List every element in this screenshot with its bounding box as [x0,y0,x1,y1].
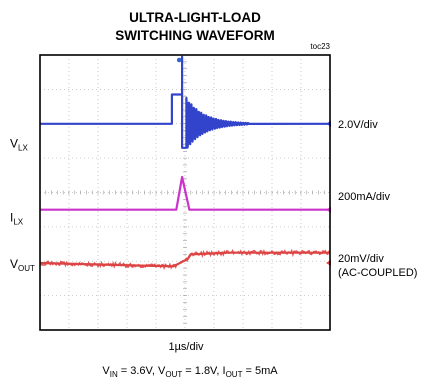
trace-v-lx [40,55,331,149]
channel-label-v-out: VOUT [10,257,35,273]
channel-label-v-lx: VLX [10,137,28,153]
trace-i-lx [40,175,330,211]
trace-v-out-noise [39,248,331,271]
test-conditions: VIN = 3.6V, VOUT = 1.8V, IOUT = 5mA [102,365,278,379]
figure-id: toc23 [310,42,330,51]
plot-frame [39,54,331,331]
channel-label-i-lx: ILX [10,211,24,227]
channel-scale-i-lx: 200mA/div [338,191,390,203]
chart-title-line-1: ULTRA-LIGHT-LOAD [129,10,261,25]
trigger-marker [176,57,182,63]
channel-scale-note: (AC-COUPLED) [338,267,417,279]
channel-scale-v-lx: 2.0V/div [338,119,378,131]
channel-labels: VLX 2.0V/div ILX 200mA/div VOUT 20mV/div (AC-C… [10,57,417,279]
x-axis-scale-label: 1µs/div [168,341,204,353]
trace-layer [39,55,331,271]
chart-title-line-2: SWITCHING WAVEFORM [115,28,275,43]
channel-scale-v-out: 20mV/div [338,253,384,265]
